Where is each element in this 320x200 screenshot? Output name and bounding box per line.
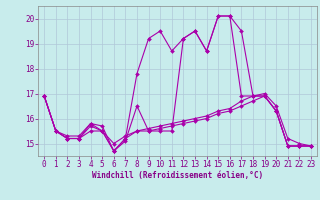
X-axis label: Windchill (Refroidissement éolien,°C): Windchill (Refroidissement éolien,°C) (92, 171, 263, 180)
